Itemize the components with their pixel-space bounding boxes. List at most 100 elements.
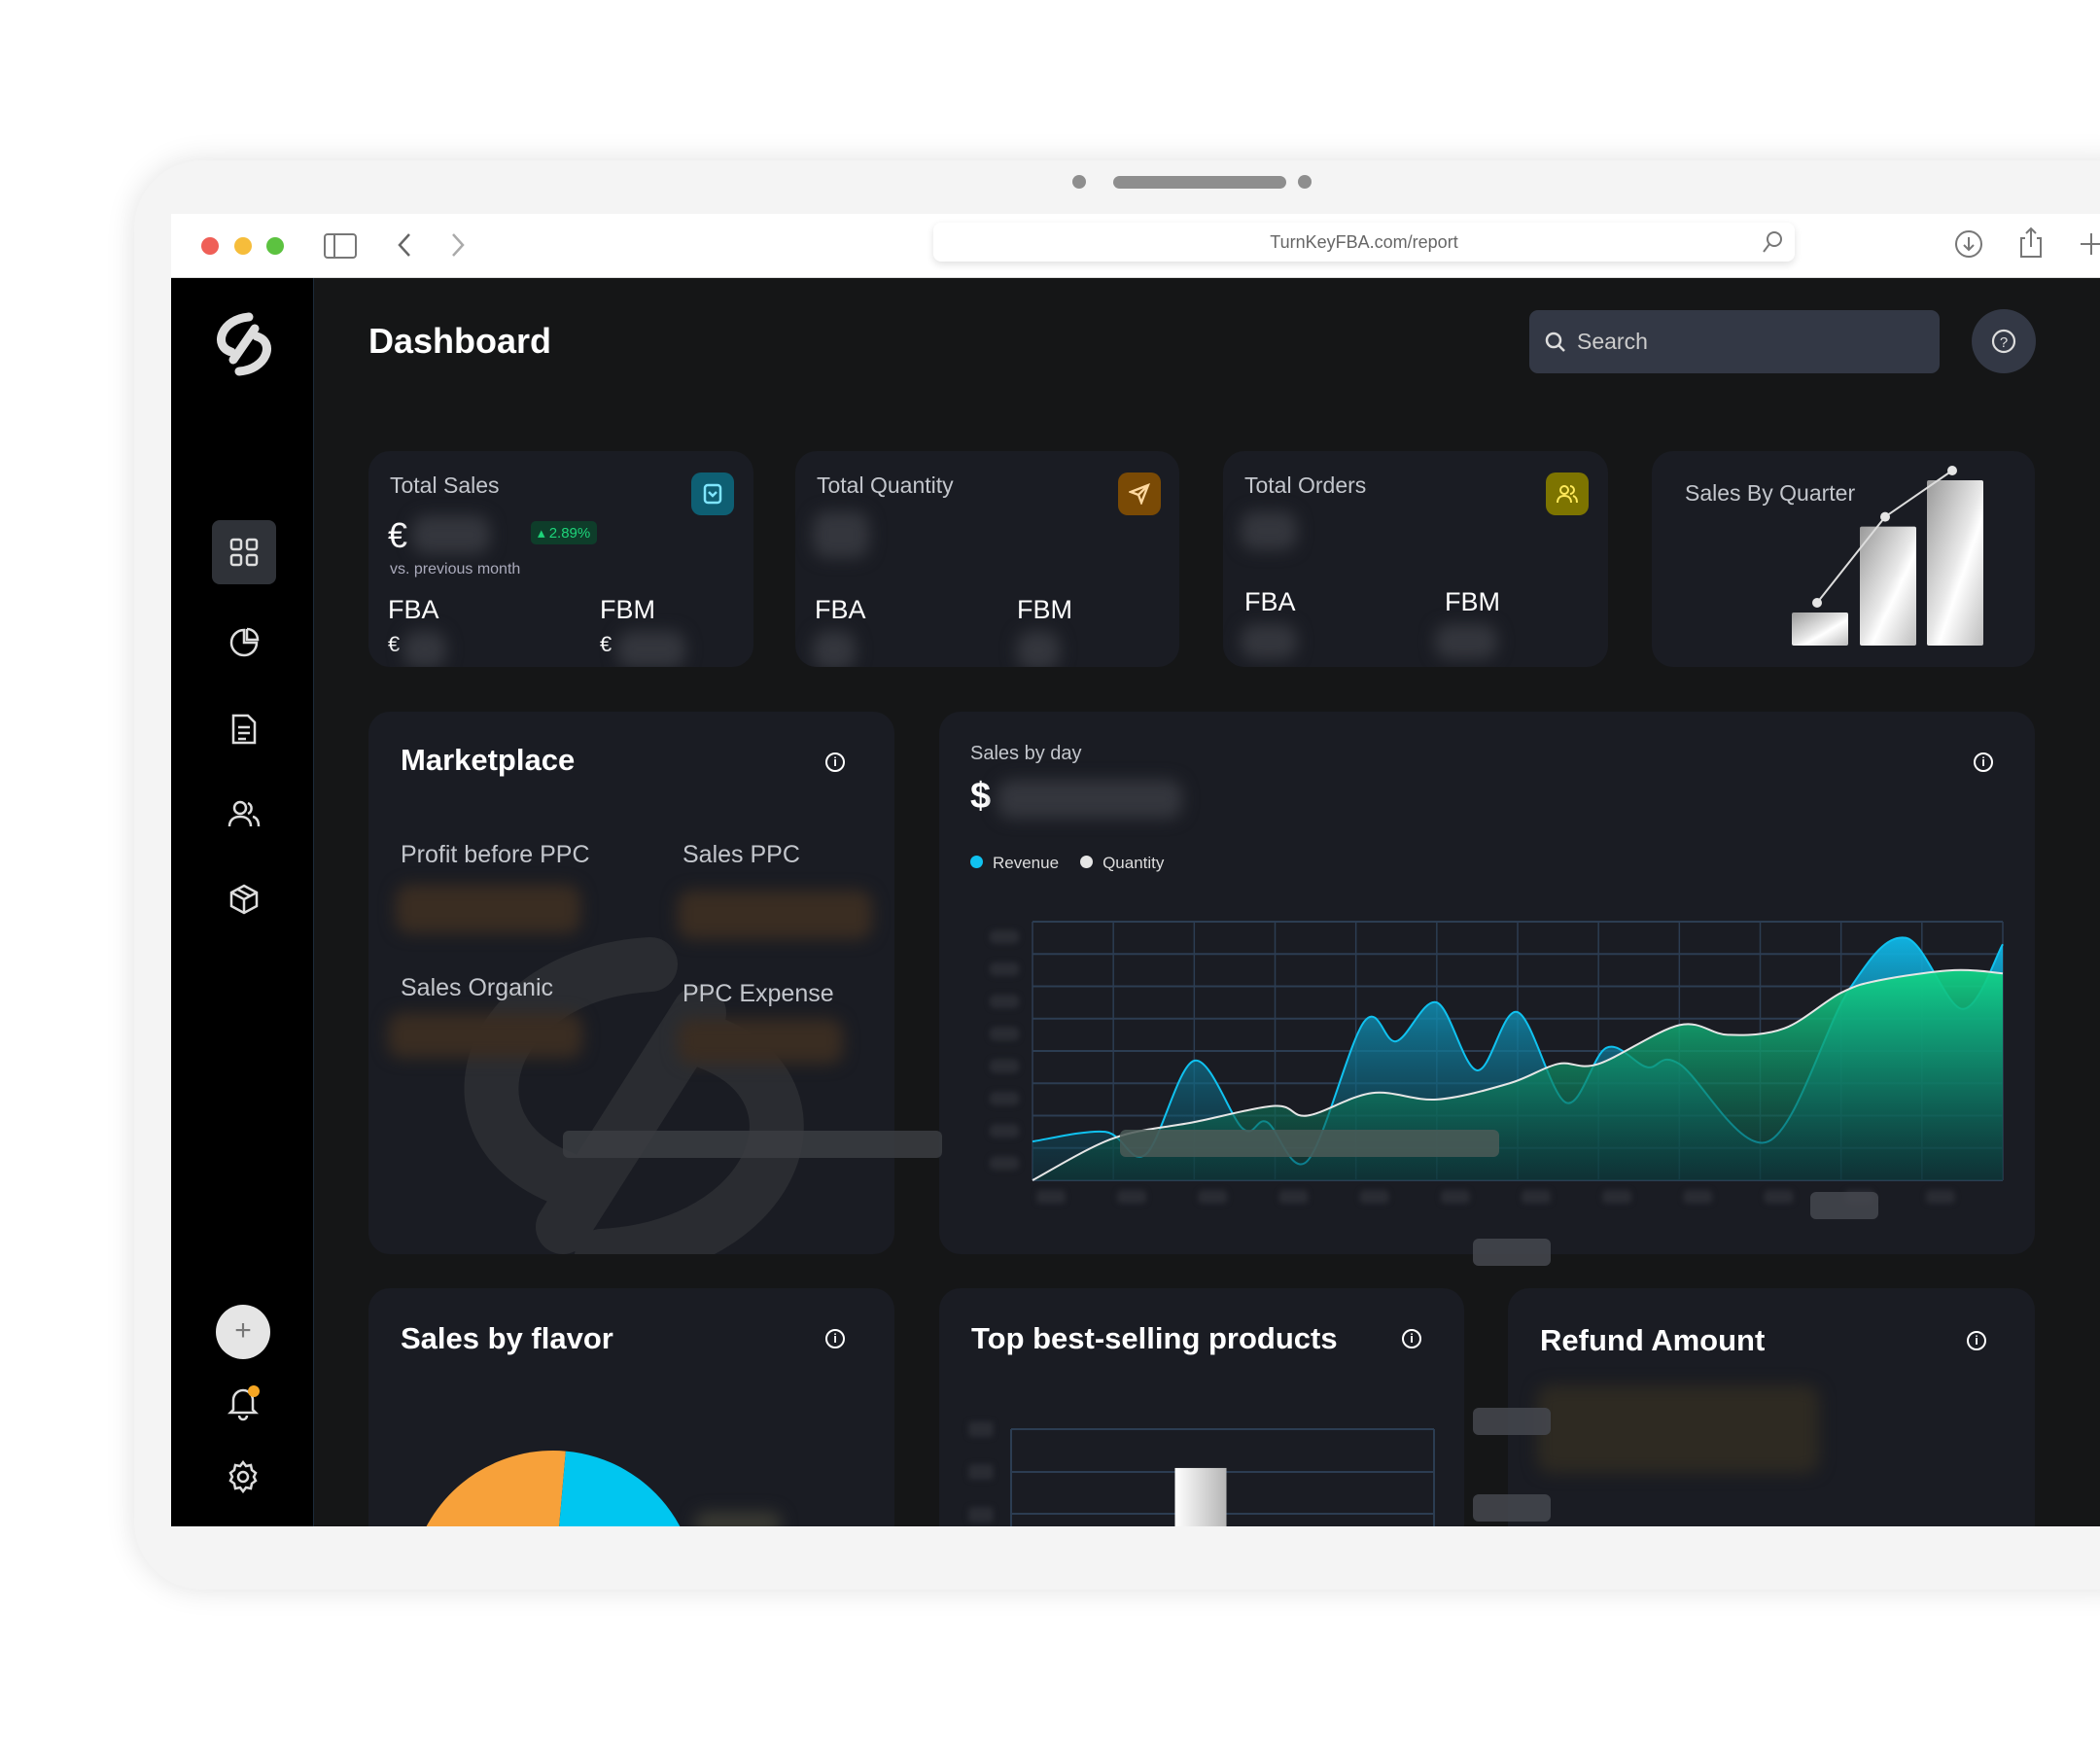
close-window-button[interactable]	[201, 237, 219, 255]
sidebar-toggle-icon[interactable]	[324, 233, 357, 259]
notification-badge	[248, 1385, 260, 1397]
browser-toolbar: TurnKeyFBA.com/report	[171, 214, 2100, 278]
y-tick-label	[990, 1124, 1019, 1138]
address-bar[interactable]: TurnKeyFBA.com/report	[933, 223, 1795, 262]
info-icon[interactable]: i	[1974, 752, 1993, 772]
x-tick-label	[1522, 1190, 1551, 1204]
sidebar-item-dashboard[interactable]	[212, 520, 276, 584]
product-bar	[1174, 1467, 1227, 1526]
top-products-chart	[968, 1421, 1435, 1526]
download-icon[interactable]	[1954, 229, 1983, 259]
search-input[interactable]: Search	[1529, 310, 1940, 373]
redaction-bar	[1473, 1494, 1551, 1522]
document-icon	[231, 714, 257, 745]
shopping-bag-icon	[691, 472, 734, 515]
legend-swatch	[1080, 856, 1094, 868]
search-placeholder: Search	[1577, 329, 1648, 354]
quarter-bar	[1860, 526, 1916, 646]
y-tick-label	[968, 1421, 994, 1437]
sidebar-item-analytics[interactable]	[212, 611, 276, 675]
gear-icon[interactable]	[227, 1460, 260, 1493]
back-icon[interactable]	[397, 231, 412, 259]
metric-label: Sales Organic	[401, 974, 554, 1001]
sales-by-day-chart	[990, 921, 2004, 1204]
card-label: Sales By Quarter	[1685, 480, 1856, 506]
forward-icon[interactable]	[450, 231, 466, 259]
x-tick-label	[1440, 1190, 1470, 1204]
sales-by-quarter-card: Sales By Quarter	[1652, 451, 2035, 667]
metric-label: Profit before PPC	[401, 841, 590, 868]
info-icon[interactable]: i	[1402, 1329, 1421, 1348]
metric-label: PPC Expense	[682, 980, 834, 1007]
search-icon	[1545, 332, 1565, 352]
redaction-bar	[1810, 1192, 1878, 1219]
sidebar-item-users[interactable]	[212, 782, 276, 846]
bell-icon[interactable]	[226, 1384, 261, 1421]
send-icon	[1118, 472, 1161, 515]
redaction-bar	[563, 1131, 942, 1158]
x-tick-label	[1683, 1190, 1713, 1204]
speaker-bar	[1113, 176, 1286, 189]
x-tick-label	[1278, 1190, 1309, 1204]
card-title: Marketplace	[401, 743, 576, 777]
trend-point	[1880, 511, 1890, 522]
total-orders-card: Total Orders FBA FBM	[1223, 451, 1608, 667]
camera-dot	[1072, 175, 1086, 189]
refund-amount-card: Refund Amount i	[1508, 1288, 2035, 1526]
help-button[interactable]: ?	[1972, 309, 2036, 373]
sidebar-item-reports[interactable]	[212, 697, 276, 761]
x-tick-label	[1198, 1190, 1228, 1204]
sales-by-day-card: Sales by day $ i Revenue Quantity	[939, 712, 2035, 1254]
y-tick-label	[990, 929, 1019, 944]
info-icon[interactable]: i	[825, 752, 845, 772]
top-products-card: Top best-selling products i	[939, 1288, 1464, 1526]
y-tick-label	[990, 1091, 1019, 1105]
trend-point	[1812, 598, 1822, 608]
info-icon[interactable]: i	[1967, 1331, 1986, 1350]
y-tick-label	[990, 962, 1019, 976]
x-tick-label	[1602, 1190, 1632, 1204]
search-icon	[1763, 231, 1782, 253]
x-tick-label	[1359, 1190, 1389, 1204]
quarter-bar	[1792, 612, 1848, 646]
comparison-text: vs. previous month	[390, 561, 521, 578]
minimize-window-button[interactable]	[234, 237, 252, 255]
legend-quantity[interactable]: Quantity	[1080, 854, 1164, 873]
app-screen: + Dashboard Search ? Total Sales € ▴ 2.8…	[171, 278, 2100, 1526]
add-button[interactable]: +	[216, 1305, 270, 1359]
trend-point	[1947, 466, 1957, 475]
fba-label: FBA	[1244, 587, 1296, 616]
sales-by-flavor-pie: 20%	[426, 1451, 681, 1526]
y-tick-label	[968, 1507, 994, 1522]
card-label: Total Sales	[390, 472, 500, 498]
card-title: Refund Amount	[1540, 1323, 1766, 1357]
box-icon	[229, 884, 259, 915]
currency-symbol: €	[388, 515, 408, 555]
sidebar-item-products[interactable]	[212, 867, 276, 931]
y-tick-label	[990, 1156, 1019, 1171]
new-tab-icon[interactable]	[2079, 231, 2100, 257]
pie-chart-icon	[229, 627, 260, 657]
quantity-area	[1032, 969, 2003, 1180]
currency-symbol: $	[970, 776, 992, 817]
sidebar: +	[171, 278, 314, 1526]
marketplace-card: Marketplace i Profit before PPC Sales PP…	[368, 712, 894, 1254]
card-label: Total Orders	[1244, 472, 1367, 498]
help-icon: ?	[1991, 329, 2016, 354]
metric-label: Sales PPC	[682, 841, 800, 868]
maximize-window-button[interactable]	[266, 237, 284, 255]
pie-slice	[426, 1451, 566, 1526]
revenue-area	[1032, 937, 2003, 1180]
page-title: Dashboard	[368, 321, 552, 361]
fba-currency: €	[388, 632, 401, 656]
x-tick-label	[1036, 1190, 1066, 1204]
grid-icon	[229, 538, 259, 567]
chart-legend: Revenue Quantity	[970, 854, 1164, 873]
users-icon	[228, 800, 261, 827]
info-icon[interactable]: i	[825, 1329, 845, 1348]
share-icon[interactable]	[2018, 226, 2044, 259]
svg-text:?: ?	[2000, 334, 2008, 351]
users-icon	[1546, 472, 1589, 515]
fbm-label: FBM	[1445, 587, 1500, 616]
legend-revenue[interactable]: Revenue	[970, 854, 1059, 873]
